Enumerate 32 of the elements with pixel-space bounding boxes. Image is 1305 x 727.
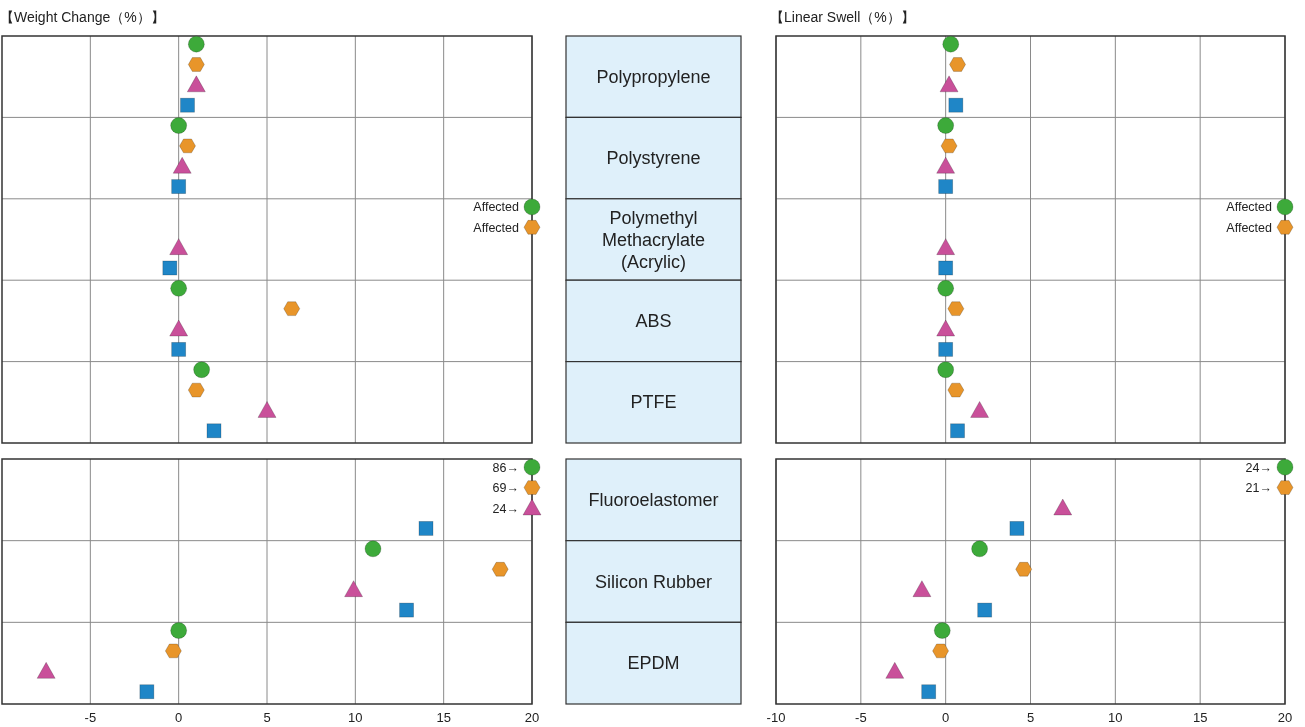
x-tick-label: -5 xyxy=(84,710,97,725)
annotation: 69→ xyxy=(492,481,519,496)
x-tick-label: 10 xyxy=(1108,710,1123,725)
y-tick-label: ABS xyxy=(635,310,672,331)
y-tick-label: Fluoroelastomer xyxy=(588,489,719,510)
data-label: Affected xyxy=(473,200,520,215)
x-tick-label: -10 xyxy=(766,710,786,725)
x-tick-label: 10 xyxy=(348,710,363,725)
x-tick-label: -5 xyxy=(855,710,867,725)
y-tick-label: Polymethyl Methacrylate (Acrylic) xyxy=(601,207,706,272)
x-tick-label: 5 xyxy=(1026,710,1035,725)
data-label: Affected xyxy=(1226,200,1273,215)
x-tick-label: 20 xyxy=(524,710,540,725)
y-tick-label: Polypropylene xyxy=(596,66,711,87)
y-tick-label: Polystyrene xyxy=(606,148,701,169)
annotation: 24→ xyxy=(492,501,519,516)
y-tick-label: EPDM xyxy=(627,653,680,674)
chart-title: 【Weight Change（%）】 xyxy=(0,9,165,25)
x-tick-label: 0 xyxy=(942,710,950,725)
data-label: Affected xyxy=(1226,220,1273,235)
x-tick-label: 15 xyxy=(436,710,451,725)
x-tick-label: 15 xyxy=(1192,710,1208,725)
annotation: 21→ xyxy=(1245,481,1272,496)
data-label: Affected xyxy=(473,220,520,235)
annotation: 24→ xyxy=(1245,460,1272,475)
x-tick-label: 0 xyxy=(175,710,183,725)
chart-title: 【Linear Swell（%）】 xyxy=(770,9,915,25)
annotation: 86→ xyxy=(492,460,519,475)
y-tick-label: Silicon Rubber xyxy=(594,571,713,592)
x-tick-label: 5 xyxy=(263,710,271,725)
y-tick-label: PTFE xyxy=(630,392,677,413)
x-tick-label: 20 xyxy=(1277,710,1293,725)
